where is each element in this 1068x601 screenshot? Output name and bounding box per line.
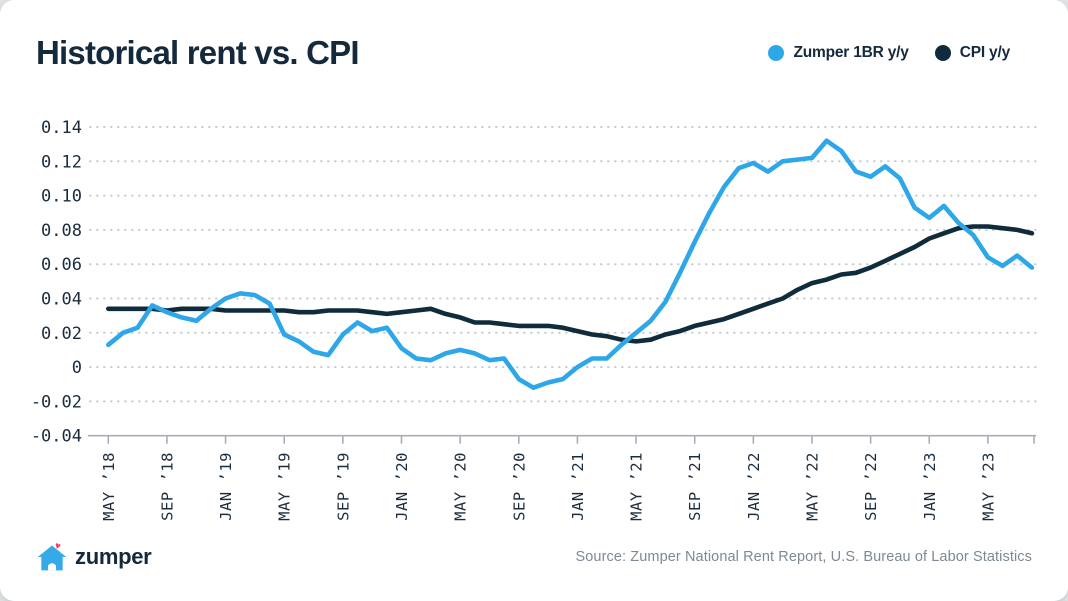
x-tick-label: JAN ’21 [569, 452, 587, 521]
legend-label-cpi: CPI y/y [959, 44, 1010, 61]
y-tick-label: 0.06 [41, 255, 82, 275]
y-tick-label: 0.02 [41, 324, 82, 344]
series-line-zumper-1br-y-y [106, 138, 1035, 391]
series-line-cpi-y-y [106, 224, 1035, 344]
zumper-wordmark: zumper [75, 544, 152, 569]
y-tick-label: 0.12 [41, 152, 82, 172]
x-tick-label: JAN ’20 [393, 452, 411, 521]
page-title: Historical rent vs. CPI [36, 34, 360, 71]
y-tick-label: 0 [72, 358, 82, 378]
zumper-house-icon: ♥ [37, 541, 67, 571]
legend-item-cpi: CPI y/y [934, 44, 1010, 62]
legend-dot-zumper-icon [768, 45, 785, 61]
y-tick-label: 0.10 [41, 187, 82, 207]
source-attribution: Source: Zumper National Rent Report, U.S… [575, 549, 1032, 565]
heart-icon: ♥ [53, 541, 62, 553]
x-tick-label: SEP ’21 [686, 452, 704, 521]
x-tick-label: MAY ’22 [803, 452, 821, 521]
legend-label-zumper: Zumper 1BR y/y [793, 44, 909, 61]
x-tick-label: MAY ’23 [979, 452, 997, 521]
x-tick-label: SEP ’20 [510, 452, 528, 521]
x-tick-label: JAN ’23 [921, 452, 939, 521]
y-tick-label: -0.04 [31, 427, 82, 447]
x-tick-label: MAY ’20 [452, 452, 470, 521]
legend: Zumper 1BR y/y CPI y/y [768, 44, 1010, 62]
x-tick-label: SEP ’22 [862, 452, 880, 521]
x-tick-label: JAN ’19 [217, 452, 235, 521]
x-tick-label: MAY ’21 [628, 452, 646, 521]
x-tick-label: JAN ’22 [745, 452, 763, 521]
legend-item-zumper: Zumper 1BR y/y [768, 44, 909, 62]
x-tick-label: SEP ’18 [158, 452, 176, 521]
x-tick-label: SEP ’19 [334, 452, 352, 521]
legend-dot-cpi-icon [934, 45, 951, 61]
zumper-logo: ♥ zumper [36, 541, 152, 573]
y-tick-label: 0.14 [41, 118, 82, 138]
y-tick-label: 0.08 [41, 221, 82, 241]
x-tick-label: MAY ’19 [276, 452, 294, 521]
x-tick-label: MAY ’18 [100, 452, 118, 521]
y-tick-label: -0.02 [31, 392, 82, 412]
y-tick-label: 0.04 [41, 290, 82, 310]
